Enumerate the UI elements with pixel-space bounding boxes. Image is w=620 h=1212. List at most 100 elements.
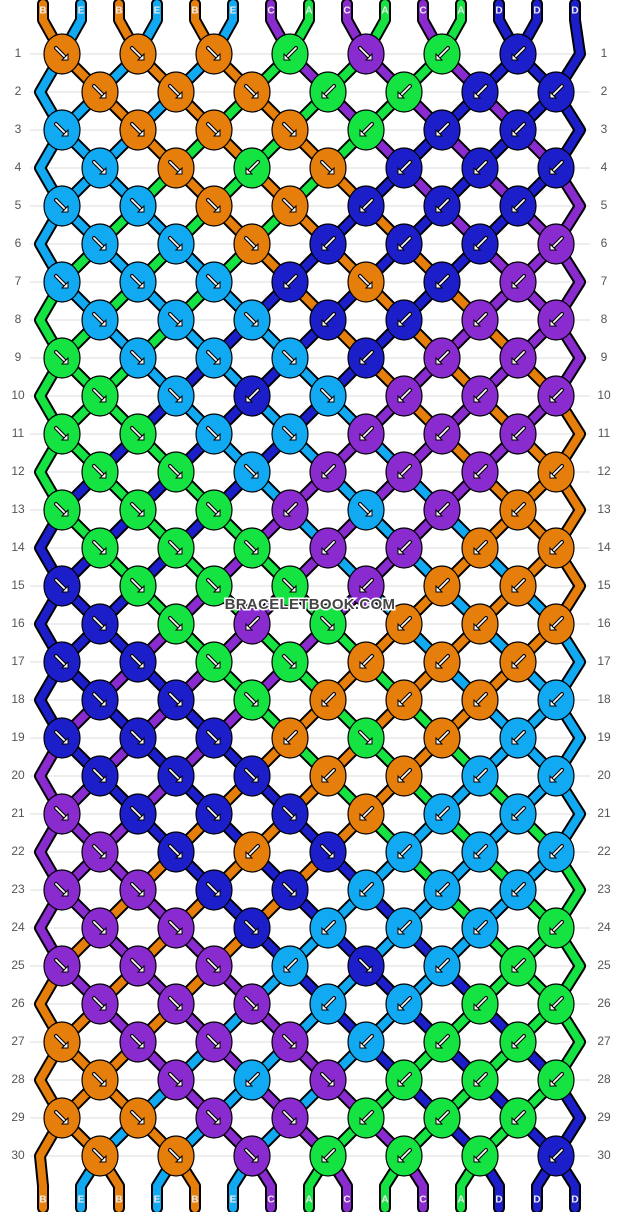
- string-label: D: [495, 1195, 502, 1206]
- knot-arrow-head: [397, 242, 406, 251]
- knot-arrow-head: [250, 698, 259, 707]
- row-number: 29: [11, 1110, 25, 1124]
- row-number: 7: [601, 274, 608, 288]
- knot-arrow: [207, 959, 219, 971]
- knot-arrow: [551, 845, 563, 857]
- knot-arrow-head: [60, 508, 69, 517]
- knot-arrow: [207, 579, 219, 591]
- knot-arrow: [207, 199, 219, 211]
- row-number: 3: [601, 122, 608, 136]
- strand: [36, 0, 584, 1212]
- string-label: B: [191, 6, 198, 17]
- knot-arrow: [361, 1111, 373, 1123]
- knot-arrow-head: [321, 546, 330, 555]
- knot-arrow-head: [250, 926, 259, 935]
- knot-arrow: [359, 275, 371, 287]
- knot-arrow: [93, 389, 105, 401]
- knot-arrow-head: [321, 1002, 330, 1011]
- row-number: 13: [597, 502, 611, 516]
- knot-arrow-head: [174, 1078, 183, 1087]
- knot-arrow-head: [245, 850, 254, 859]
- string-label: A: [305, 1195, 312, 1206]
- knot-arrow-head: [250, 90, 259, 99]
- knot-arrow: [321, 617, 333, 629]
- knot-arrow-head: [397, 470, 406, 479]
- knot-arrow-head: [174, 774, 183, 783]
- knot-arrow-head: [60, 1040, 69, 1049]
- knot-arrow-head: [435, 52, 444, 61]
- knot-arrow-head: [326, 850, 335, 859]
- knot-arrow: [323, 313, 335, 325]
- knot-arrow-head: [511, 508, 520, 517]
- knot-arrow-head: [212, 812, 221, 821]
- knot-arrow-head: [326, 1078, 335, 1087]
- knot-arrow-head: [321, 698, 330, 707]
- knot-arrow-head: [98, 242, 107, 251]
- knot-arrow-head: [98, 318, 107, 327]
- knot-arrow: [93, 1149, 105, 1161]
- knot-arrow-head: [511, 280, 520, 289]
- knot-arrow-head: [549, 242, 558, 251]
- knot-arrow: [475, 921, 487, 933]
- knot-arrow-head: [473, 622, 482, 631]
- knot-arrow: [131, 655, 143, 667]
- knot-arrow: [131, 47, 143, 59]
- strands: [34, 0, 586, 1212]
- knot-arrow: [55, 503, 67, 515]
- string-label: E: [154, 6, 161, 17]
- row-number: 10: [597, 388, 611, 402]
- knot-arrow-head: [212, 280, 221, 289]
- strand: [36, 0, 584, 1212]
- row-number: 7: [15, 274, 22, 288]
- knot-arrow: [169, 997, 181, 1009]
- knot-arrow-head: [473, 1002, 482, 1011]
- knot-arrow-head: [359, 356, 368, 365]
- knot-arrow-head: [435, 964, 444, 973]
- row-number: 1: [601, 46, 608, 60]
- knot-arrow-head: [397, 166, 406, 175]
- string-label: B: [39, 6, 46, 17]
- knot-arrow-head: [549, 1002, 558, 1011]
- knot-arrow: [283, 427, 295, 439]
- row-number: 14: [597, 540, 611, 554]
- row-number: 27: [11, 1034, 25, 1048]
- knot-arrow-head: [321, 926, 330, 935]
- knot-arrow: [131, 199, 143, 211]
- knot-arrow-head: [473, 850, 482, 859]
- knot-arrow-head: [174, 926, 183, 935]
- knot-arrow: [93, 313, 105, 325]
- knot-arrow: [169, 845, 181, 857]
- knot-arrow-head: [212, 660, 221, 669]
- knot-arrow: [551, 541, 563, 553]
- knot-arrow: [169, 921, 181, 933]
- knot-arrow: [323, 693, 335, 705]
- knot-arrow: [321, 1073, 333, 1085]
- knot-arrow-head: [473, 926, 482, 935]
- row-number: 28: [11, 1072, 25, 1086]
- knot-arrow: [437, 123, 449, 135]
- knot-arrow-head: [283, 736, 292, 745]
- knot-arrow: [475, 389, 487, 401]
- string-label: C: [267, 1195, 274, 1206]
- knot-arrow-head: [98, 394, 107, 403]
- knot-arrow-head: [359, 1040, 368, 1049]
- knot-arrow-head: [549, 1078, 558, 1087]
- knot-arrow: [245, 997, 257, 1009]
- knot-arrow-head: [435, 280, 444, 289]
- knot-arrow-head: [321, 318, 330, 327]
- knot-arrow: [399, 769, 411, 781]
- knot-arrow: [551, 617, 563, 629]
- row-number: 9: [601, 350, 608, 364]
- strand: [36, 0, 584, 1212]
- knot-arrow-head: [212, 356, 221, 365]
- string-label: B: [191, 1195, 198, 1206]
- knot-arrow-head: [212, 128, 221, 137]
- string-label: D: [495, 6, 502, 17]
- row-number: 8: [15, 312, 22, 326]
- strand: [36, 0, 584, 1212]
- knot-arrow-head: [511, 432, 520, 441]
- string-label: E: [78, 1195, 85, 1206]
- knot-arrow: [437, 959, 449, 971]
- knot-arrow: [361, 655, 373, 667]
- knot-arrow-head: [174, 394, 183, 403]
